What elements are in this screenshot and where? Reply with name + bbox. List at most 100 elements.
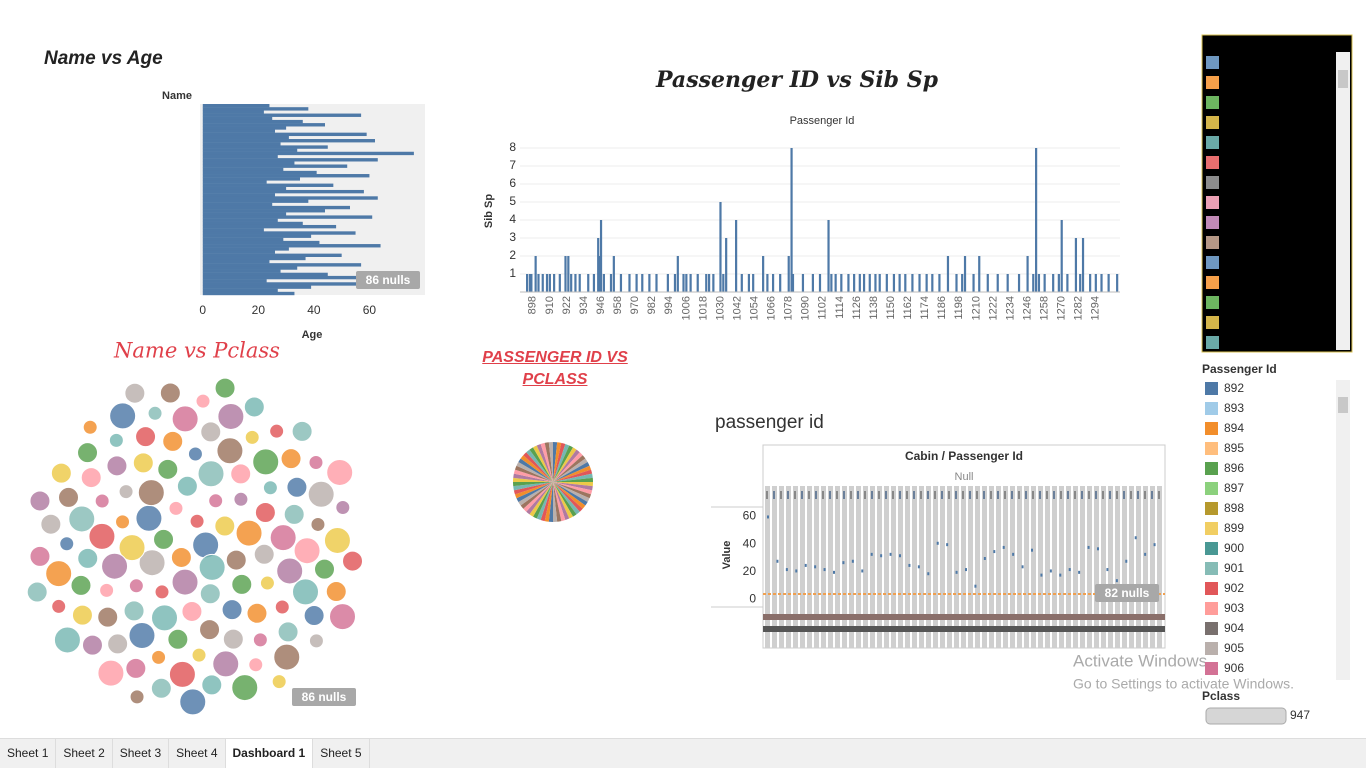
header-tick [934, 491, 936, 499]
tab[interactable]: Sheet 1 [0, 739, 57, 768]
column-bg [1129, 486, 1134, 648]
column-bg [772, 486, 777, 648]
bubble [107, 633, 129, 655]
bubble [329, 603, 357, 631]
bubble [157, 458, 179, 480]
x-tick-label: 1198 [953, 296, 965, 320]
header-tick [829, 491, 831, 499]
bar [541, 274, 544, 292]
column-bg [905, 486, 910, 648]
column-bg [947, 486, 952, 648]
bubble [230, 463, 252, 485]
header-tick [913, 491, 915, 499]
column-bg [996, 486, 1001, 648]
x-tick-label: 970 [629, 296, 641, 314]
bar [904, 274, 907, 292]
column-bg [1038, 486, 1043, 648]
header-tick [794, 491, 796, 499]
pie-slice [513, 477, 553, 482]
bar [202, 164, 348, 168]
y-tick-label: 5 [509, 194, 516, 208]
column-bg [891, 486, 896, 648]
bar [202, 161, 295, 165]
legend-swatch [1205, 542, 1218, 555]
bar [202, 183, 334, 187]
pie-slice [513, 482, 553, 495]
title-box: PASSENGER ID VS PCLASS [482, 349, 628, 388]
header-tick [906, 491, 908, 499]
bubble [115, 514, 131, 530]
scrollbar[interactable] [1336, 380, 1350, 680]
bar [202, 244, 381, 248]
bar [1037, 274, 1041, 292]
bar [597, 238, 600, 292]
column-bg [1017, 486, 1022, 648]
bar [892, 274, 896, 292]
bubble [197, 460, 225, 488]
dot [899, 554, 901, 558]
swatch [1206, 336, 1219, 349]
bar [202, 253, 342, 257]
bubble [128, 578, 144, 594]
pie-slice [553, 442, 566, 482]
pie-slice [533, 482, 553, 519]
bar [961, 274, 964, 292]
column-bg [1003, 486, 1008, 648]
bar [202, 199, 309, 203]
bubble [214, 515, 236, 537]
bar [925, 274, 928, 292]
bar [598, 256, 601, 292]
header-tick [1039, 491, 1041, 499]
bar [202, 256, 306, 261]
bubble [26, 581, 48, 603]
pie-slice [553, 447, 577, 482]
bar [801, 274, 805, 292]
legend-label: 903 [1224, 601, 1244, 615]
bubble [109, 402, 137, 430]
bubble [132, 452, 154, 474]
pie-slice [553, 442, 562, 482]
column-bg [1157, 486, 1162, 648]
bar [771, 274, 775, 292]
bubble [308, 633, 324, 649]
bar [202, 237, 284, 242]
bar [202, 285, 312, 289]
column-bg [933, 486, 938, 648]
swatch [1206, 316, 1219, 329]
scroll-thumb[interactable] [1338, 70, 1348, 88]
column-bg [1087, 486, 1092, 648]
slider[interactable] [1205, 707, 1287, 725]
bar [827, 220, 830, 292]
bubble [271, 674, 287, 690]
scrollbar[interactable] [1336, 52, 1350, 350]
bubble [225, 549, 247, 571]
scroll-thumb[interactable] [1338, 397, 1348, 413]
bubble [307, 480, 335, 508]
bar [931, 274, 934, 292]
legend-swatch [1205, 522, 1218, 535]
pie-slice [520, 482, 553, 509]
legend-swatch [1205, 662, 1218, 675]
bar [682, 274, 685, 292]
bubble [147, 405, 163, 421]
bubble [291, 420, 313, 442]
pie-slice [553, 455, 586, 482]
column-bg [828, 486, 833, 648]
filter-value: 947 [1290, 708, 1310, 722]
tab[interactable]: Dashboard 1 [225, 739, 314, 768]
bubble [59, 536, 75, 552]
header-tick [1067, 491, 1069, 499]
header-tick [857, 491, 859, 499]
bar [592, 274, 596, 292]
swatch [1206, 176, 1219, 189]
bar [840, 274, 843, 292]
tab[interactable]: Sheet 3 [113, 739, 170, 768]
tab[interactable]: Sheet 4 [169, 739, 226, 768]
bubble [150, 677, 172, 699]
tab[interactable]: Sheet 2 [56, 739, 113, 768]
bubble [199, 583, 221, 605]
tab[interactable]: Sheet 5 [313, 739, 370, 768]
bubble [81, 634, 103, 656]
bubble [123, 600, 145, 622]
